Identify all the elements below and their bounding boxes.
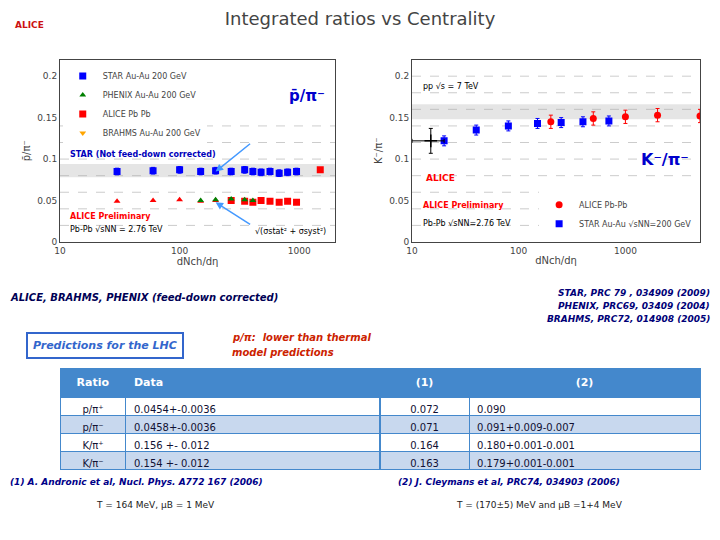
svg-text:PHENIX, PRC69, 03409 (2004): PHENIX, PRC69, 03409 (2004)	[558, 301, 710, 311]
svg-text:0.1: 0.1	[43, 154, 57, 164]
svg-text:0.179+0.001-0.001: 0.179+0.001-0.001	[477, 458, 575, 469]
svg-text:PHENIX Au-Au 200 GeV: PHENIX Au-Au 200 GeV	[103, 91, 197, 100]
svg-text:0.2: 0.2	[395, 71, 409, 81]
svg-text:T = (170±5) MeV and μB =1+4 Me: T = (170±5) MeV and μB =1+4 MeV	[456, 500, 623, 510]
svg-text:ALICE Preliminary: ALICE Preliminary	[423, 201, 504, 210]
svg-text:0.1: 0.1	[395, 154, 409, 164]
svg-text:0.180+0.001-0.001: 0.180+0.001-0.001	[477, 440, 575, 451]
svg-text:0.0454+-0.0036: 0.0454+-0.0036	[134, 404, 216, 415]
svg-text:0: 0	[51, 237, 57, 247]
svg-text:Pb-Pb √sNN = 2.76 TeV: Pb-Pb √sNN = 2.76 TeV	[70, 225, 163, 234]
svg-text:100: 100	[171, 246, 188, 256]
svg-text:1000: 1000	[614, 246, 637, 256]
svg-text:10: 10	[54, 246, 66, 256]
svg-text:Predictions for the LHC: Predictions for the LHC	[33, 339, 177, 352]
svg-text:Data: Data	[134, 376, 163, 389]
svg-text:0.164: 0.164	[410, 440, 439, 451]
svg-text:BRAHMS, PRC72, 014908 (2005): BRAHMS, PRC72, 014908 (2005)	[547, 314, 710, 324]
svg-text:0.15: 0.15	[389, 113, 409, 123]
svg-text:0.072: 0.072	[410, 404, 439, 415]
svg-text:0.05: 0.05	[389, 196, 409, 206]
svg-text:1000: 1000	[288, 246, 311, 256]
svg-text:p/π⁻: p/π⁻	[82, 422, 103, 433]
svg-text:0.0458+-0.0036: 0.0458+-0.0036	[134, 422, 216, 433]
svg-text:Integrated ratios vs Centralit: Integrated ratios vs Centrality	[225, 8, 496, 29]
svg-text:ALICE Preliminary: ALICE Preliminary	[70, 212, 151, 221]
svg-text:T = 164 MeV, μB = 1 MeV: T = 164 MeV, μB = 1 MeV	[96, 500, 215, 510]
svg-text:(2): (2)	[576, 376, 594, 389]
svg-text:ALICE: ALICE	[426, 173, 455, 183]
svg-text:K⁻/π⁻: K⁻/π⁻	[373, 138, 384, 165]
svg-text:0.091+0.009-0.007: 0.091+0.009-0.007	[477, 422, 575, 433]
svg-text:p/π⁺: p/π⁺	[82, 404, 103, 415]
svg-text:0.163: 0.163	[410, 458, 439, 469]
svg-text:ALICE: ALICE	[15, 20, 44, 30]
svg-text:STAR Au-Au 200 GeV: STAR Au-Au 200 GeV	[103, 72, 187, 81]
svg-text:STAR Au-Au √sNN=200 GeV: STAR Au-Au √sNN=200 GeV	[579, 220, 691, 229]
svg-text:ALICE Pb Pb: ALICE Pb Pb	[103, 110, 151, 119]
svg-text:dNch/dη: dNch/dη	[177, 256, 219, 267]
svg-text:K⁻/π⁻: K⁻/π⁻	[641, 150, 689, 169]
svg-text:√(σstat² + σsyst²): √(σstat² + σsyst²)	[255, 227, 326, 236]
svg-text:ALICE Pb-Pb: ALICE Pb-Pb	[579, 201, 627, 210]
svg-text:0.15: 0.15	[37, 113, 57, 123]
svg-text:Pb-Pb √sNN=2.76 TeV: Pb-Pb √sNN=2.76 TeV	[423, 219, 511, 228]
svg-text:pp √s = 7 TeV: pp √s = 7 TeV	[423, 82, 479, 91]
svg-text:0: 0	[403, 237, 409, 247]
svg-text:(2) J. Cleymans et al, PRC74,: (2) J. Cleymans et al, PRC74, 034903 (20…	[398, 477, 620, 487]
svg-text:K/π⁻: K/π⁻	[82, 458, 103, 469]
svg-text:10: 10	[406, 246, 418, 256]
svg-text:100: 100	[510, 246, 527, 256]
svg-text:p̄/π⁻: p̄/π⁻	[289, 87, 325, 105]
svg-text:0.090: 0.090	[477, 404, 506, 415]
svg-text:(1): (1)	[416, 376, 434, 389]
svg-text:0.154 +- 0.012: 0.154 +- 0.012	[134, 458, 210, 469]
svg-text:STAR (Not feed-down corrected): STAR (Not feed-down corrected)	[70, 150, 216, 159]
svg-text:0.156 +- 0.012: 0.156 +- 0.012	[134, 440, 210, 451]
svg-text:dNch/dη: dNch/dη	[535, 255, 577, 266]
svg-text:p/π: lower than thermal: p/π: lower than thermal	[232, 332, 371, 343]
svg-text:K/π⁺: K/π⁺	[82, 440, 103, 451]
svg-text:STAR, PRC 79 , 034909 (2009): STAR, PRC 79 , 034909 (2009)	[558, 288, 710, 298]
svg-text:0.05: 0.05	[37, 196, 57, 206]
svg-text:(1) A. Andronic et al, Nucl. P: (1) A. Andronic et al, Nucl. Phys. A772 …	[10, 477, 263, 487]
svg-text:Ratio: Ratio	[77, 376, 110, 389]
svg-text:0.071: 0.071	[410, 422, 439, 433]
svg-text:0.2: 0.2	[43, 71, 57, 81]
svg-text:ALICE, BRAHMS, PHENIX (feed-do: ALICE, BRAHMS, PHENIX (feed-down correct…	[10, 292, 278, 303]
svg-text:BRAHMS Au-Au 200 GeV: BRAHMS Au-Au 200 GeV	[103, 129, 201, 138]
svg-text:model predictions: model predictions	[232, 347, 334, 358]
svg-text:p̄/π⁻: p̄/π⁻	[21, 140, 32, 161]
